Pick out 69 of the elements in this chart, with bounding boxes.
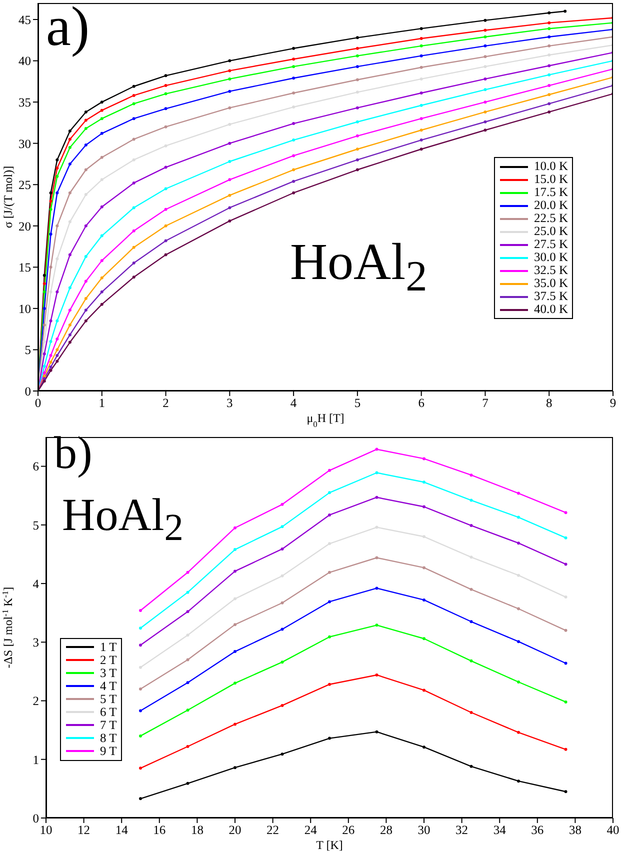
y-tick-label: 5 [24,343,31,358]
x-tick-label: 30 [418,822,430,837]
legend-label: 4 T [100,678,117,692]
x-axis-title: T [K] [316,838,343,852]
legend-label: 32.5 K [534,263,568,277]
legend-label: 30.0 K [534,250,568,264]
y-tick-label: 10 [18,302,31,316]
y-tick-label: 6 [32,460,39,474]
legend-label: 15.0 K [534,172,568,186]
legend-label: 37.5 K [534,289,568,303]
y-tick-label: 40 [18,54,31,68]
legend-label: 3 T [100,666,117,680]
x-tick-label: 8 [546,396,552,410]
y-tick-label: 35 [18,96,31,110]
x-tick-label: 22 [266,822,280,837]
legend-label: 40.0 K [534,302,568,316]
y-tick-label: 45 [18,12,31,27]
annotation: HoAl$_{2}$ [290,233,428,302]
x-tick-label: 32 [456,822,468,837]
x-tick-label: 12 [78,822,90,837]
legend-label: 27.5 K [534,237,568,251]
legend-label: 8 T [100,730,117,744]
legend-label: 17.5 K [534,185,568,199]
x-tick-label: 14 [115,822,129,837]
x-tick-label: 26 [342,822,355,837]
annotation: b) [54,426,92,480]
y-tick-label: 3 [32,636,39,650]
y-tick-label: 0 [32,811,39,826]
legend-label: 20.0 K [534,198,568,212]
y-tick-label: 20 [18,219,31,234]
legend-label: 7 T [100,718,117,732]
y-tick-label: 5 [32,518,39,532]
x-tick-label: 3 [226,396,233,410]
legend-label: 22.5 K [534,211,568,225]
annotation: a) [46,0,90,60]
x-tick-label: 1 [98,396,106,410]
legend-label: 25.0 K [534,224,568,238]
x-axis-title: μ$_{0}$H [T] [306,411,344,428]
x-tick-label: 7 [482,396,488,410]
y-axis-title: σ [J/(T mol)] [1,166,15,228]
legend-label: 2 T [100,652,117,666]
x-tick-label: 38 [568,822,582,837]
legend-label: 9 T [100,744,117,758]
x-tick-label: 2 [162,396,169,410]
x-tick-label: 20 [228,822,242,837]
y-tick-label: 25 [18,178,31,192]
y-tick-label: 0 [24,384,31,398]
x-tick-label: 4 [290,396,298,410]
legend-label: 1 T [100,640,117,654]
x-tick-label: 18 [190,822,204,837]
x-tick-label: 24 [304,822,318,837]
x-tick-label: 40 [606,822,620,837]
annotation: HoAl$_{2}$ [62,488,184,552]
x-tick-label: 16 [153,822,166,837]
y-tick-label: 30 [18,136,31,151]
y-tick-label: 1 [32,752,39,767]
y-tick-label: 15 [18,260,31,275]
x-tick-label: 6 [418,396,424,410]
x-tick-label: 9 [610,396,616,410]
y-tick-label: 4 [32,576,40,591]
legend-label: 5 T [100,692,117,706]
x-tick-label: 36 [531,822,544,837]
x-tick-label: 5 [354,396,361,410]
legend-label: 10.0 K [534,159,568,173]
y-tick-label: 2 [32,694,39,708]
x-tick-label: 28 [380,822,392,837]
legend-label: 35.0 K [534,276,568,290]
x-tick-label: 34 [493,822,507,837]
legend-label: 6 T [100,704,117,718]
